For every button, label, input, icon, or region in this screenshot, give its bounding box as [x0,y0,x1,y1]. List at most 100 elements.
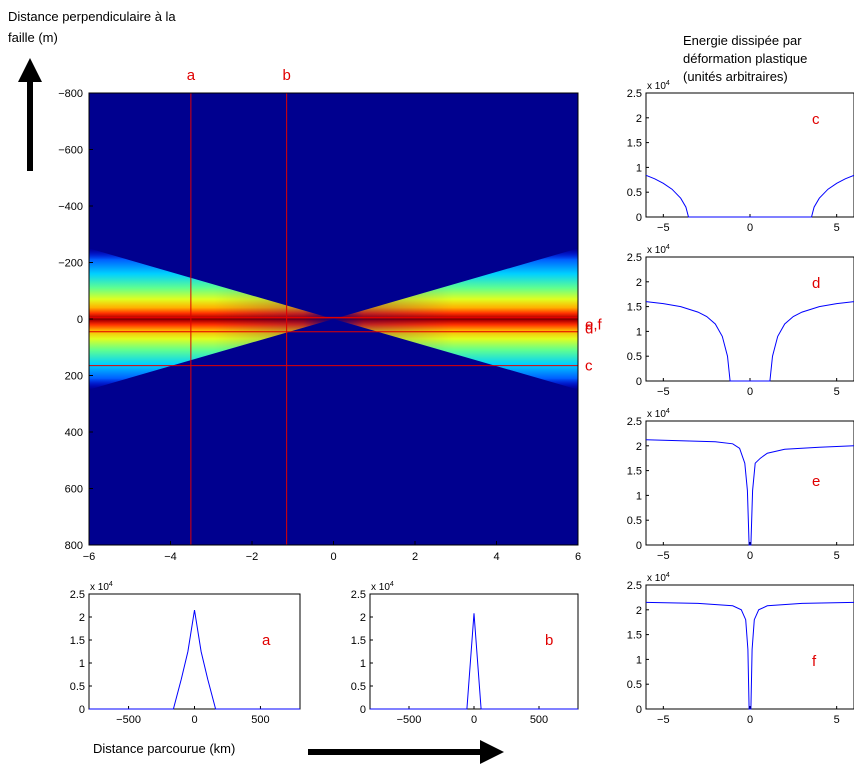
subplot-exponent: x 104 [90,581,113,593]
heatmap-band [89,248,578,390]
x-axis-title: Distance parcourue (km) [93,741,236,756]
subplot-ytick-label: 1 [79,658,85,670]
subplot-frame [369,593,579,710]
heatmap-xtick-label: −4 [164,551,177,563]
subplot-ytick-label: 2 [636,277,642,289]
subplot-ytick-label: 0.5 [627,515,642,527]
subplot-ytick-label: 2 [636,113,642,125]
profile-line-d [645,301,854,382]
subplot-b: 0 0.5 1 1.5 2 2.5 −500 0 500 x 104 b [351,581,579,726]
heatmap-ytick-label: −400 [58,201,83,213]
y-axis-title-line1: Distance perpendiculaire à la [8,9,176,24]
subplot-xtick-label: −500 [397,714,422,726]
subplot-ytick-label: 0 [636,540,642,552]
subplot-xtick-label: −500 [116,714,141,726]
subplot-xtick-label: 5 [834,222,840,234]
subplot-ytick-label: 2.5 [627,416,642,428]
subplot-ytick-label: 0.5 [627,351,642,363]
subplot-ytick-label: 2.5 [627,580,642,592]
subplot-xtick-label: 0 [747,222,753,234]
subplot-ytick-label: 2.5 [627,252,642,264]
marker-label-b: b [282,67,290,84]
subplot-ytick-label: 1 [360,658,366,670]
y-axis-title-line2: faille (m) [8,30,58,45]
subplot-ytick-label: 0 [636,376,642,388]
heatmap-xtick-label: −6 [83,551,96,563]
subplot-xtick-label: 5 [834,386,840,398]
subplot-ytick-label: 2.5 [70,589,85,601]
heatmap-ytick-label: −200 [58,258,83,270]
subplot-xtick-label: −5 [657,550,670,562]
subplot-frame [645,92,854,218]
marker-label-e-f: e,f [585,317,603,334]
subplot-xtick-label: −5 [657,714,670,726]
subplot-ytick-label: 0 [636,704,642,716]
subplot-exponent: x 104 [647,244,670,256]
heatmap-xtick-label: 4 [493,551,499,563]
subplot-c: 0 0.5 1 1.5 2 2.5 −5 0 5 x 104 c [627,80,854,234]
heatmap-xtick-label: −2 [246,551,259,563]
subplot-frame [645,584,854,710]
subplot-ytick-label: 0.5 [70,681,85,693]
subplot-ytick-label: 0 [636,212,642,224]
band-fade-left [213,248,334,390]
heatmap-ytick-label: −800 [58,88,83,100]
marker-label-c: c [585,358,593,375]
subplot-xtick-label: 0 [747,550,753,562]
subplot-label-e: e [812,473,820,490]
subplot-xtick-label: 0 [747,386,753,398]
subplot-label-a: a [262,632,271,649]
subplot-xtick-label: 0 [471,714,477,726]
subplot-xtick-label: −5 [657,386,670,398]
subplot-a: 0 0.5 1 1.5 2 2.5 −500 0 500 x 104 a [70,581,301,726]
subplot-xtick-label: 0 [191,714,197,726]
marker-label-d: d [585,321,593,338]
subplot-ytick-label: 2.5 [351,589,366,601]
energy-title-line3: (unités arbitraires) [683,69,788,84]
subplot-label-c: c [812,111,820,128]
energy-title-line1: Energie dissipée par [683,33,802,48]
subplot-ytick-label: 1 [636,490,642,502]
subplot-label-b: b [545,632,553,649]
subplot-ytick-label: 2 [360,612,366,624]
subplot-e: 0 0.5 1 1.5 2 2.5 −5 0 5 x 104 e [627,408,854,562]
profile-line-f [645,601,854,710]
subplot-ytick-label: 2 [636,441,642,453]
subplot-ytick-label: 1 [636,654,642,666]
subplot-frame [645,420,854,546]
heatmap-ytick-label: −600 [58,145,83,157]
heatmap-ytick-label: 400 [65,427,83,439]
subplot-ytick-label: 0 [79,704,85,716]
subplot-ytick-label: 0.5 [627,679,642,691]
profile-line-e [645,439,854,546]
subplot-ytick-label: 1.5 [627,138,642,150]
heatmap-ytick-label: 200 [65,371,83,383]
subplot-ytick-label: 0.5 [627,187,642,199]
profile-line-a [89,610,300,710]
subplot-ytick-label: 1.5 [627,302,642,314]
subplot-d: 0 0.5 1 1.5 2 2.5 −5 0 5 x 104 d [627,244,854,398]
subplot-xtick-label: 5 [834,714,840,726]
subplot-xtick-label: −5 [657,222,670,234]
subplot-label-d: d [812,275,820,292]
subplot-exponent: x 104 [647,572,670,584]
subplot-ytick-label: 1.5 [70,635,85,647]
subplot-exponent: x 104 [647,80,670,92]
heatmap-xtick-label: 0 [330,551,336,563]
heatmap-ytick-label: 800 [65,540,83,552]
subplot-xtick-label: 500 [530,714,548,726]
heatmap-ytick-label: 0 [77,314,83,326]
profile-line-b [370,613,578,710]
heatmap-xtick-label: 6 [575,551,581,563]
subplot-xtick-label: 0 [747,714,753,726]
band-right-wedge [333,248,578,390]
heatmap-xtick-label: 2 [412,551,418,563]
energy-title-line2: déformation plastique [683,51,808,66]
subplot-xtick-label: 500 [251,714,269,726]
subplot-ytick-label: 1.5 [351,635,366,647]
heatmap: a b c de,f −800 −600 −400 −200 0 200 400 600 800−6 −4… [58,67,602,563]
heatmap-ytick-label: 600 [65,484,83,496]
profile-line-c [645,174,854,218]
